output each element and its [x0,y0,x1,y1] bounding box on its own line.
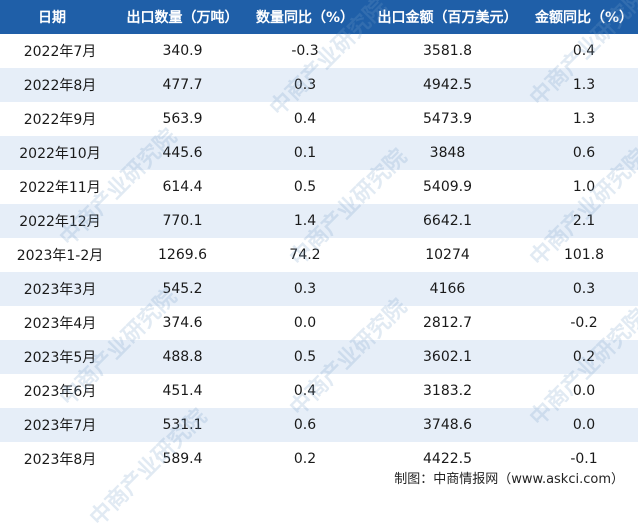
cell-amount-yoy: 0.0 [572,383,596,399]
cell-quantity: 614.4 [162,179,203,195]
cell-quantity: 488.8 [162,349,203,365]
cell-amount: 3183.2 [423,383,472,399]
table-row: 2022年9月 563.9 0.4 5473.9 1.3 [0,102,638,136]
cell-quantity: 477.7 [162,77,203,93]
data-table: 日期 出口数量（万吨） 数量同比（%） 出口金额（百万美元） 金额同比（%） 2… [0,0,638,476]
cell-amount-yoy: 2.1 [572,213,596,229]
table-header: 日期 出口数量（万吨） 数量同比（%） 出口金额（百万美元） 金额同比（%） [0,0,638,34]
cell-amount-yoy: 0.3 [572,281,596,297]
table-row: 2022年8月 477.7 0.3 4942.5 1.3 [0,68,638,102]
cell-quantity-yoy: 0.4 [293,383,317,399]
cell-quantity-yoy: 0.5 [293,179,317,195]
cell-quantity: 1269.6 [158,247,207,263]
cell-amount: 2812.7 [423,315,472,331]
cell-date: 2023年6月 [23,384,97,400]
cell-quantity-yoy: 0.6 [293,417,317,433]
cell-quantity-yoy: 0.3 [293,77,317,93]
cell-quantity: 589.4 [162,451,203,467]
cell-date: 2022年7月 [23,44,97,60]
table-row: 2023年6月 451.4 0.4 3183.2 0.0 [0,374,638,408]
cell-date: 2023年8月 [23,452,97,468]
cell-amount-yoy: 101.8 [563,247,605,263]
cell-date: 2023年5月 [23,350,97,366]
header-amount-yoy: 金额同比（%） [534,10,634,26]
cell-amount-yoy: 0.4 [572,43,596,59]
cell-quantity: 445.6 [162,145,203,161]
cell-date: 2023年7月 [23,418,97,434]
cell-date: 2022年12月 [19,214,101,230]
cell-amount: 4166 [429,281,466,297]
cell-amount: 3602.1 [423,349,472,365]
header-date: 日期 [38,10,66,26]
cell-quantity-yoy: 0.1 [293,145,317,161]
cell-date: 2022年9月 [23,112,97,128]
cell-quantity: 545.2 [162,281,203,297]
table-row: 2023年5月 488.8 0.5 3602.1 0.2 [0,340,638,374]
table-row: 2022年7月 340.9 -0.3 3581.8 0.4 [0,34,638,68]
cell-amount-yoy: 0.6 [572,145,596,161]
table-row: 2023年8月 589.4 0.2 4422.5 -0.1 [0,442,638,476]
cell-date: 2022年8月 [23,78,97,94]
cell-amount-yoy: 1.3 [572,77,596,93]
table-row: 2023年7月 531.1 0.6 3748.6 0.0 [0,408,638,442]
header-quantity-yoy: 数量同比（%） [255,10,355,26]
cell-amount: 3748.6 [423,417,472,433]
cell-amount-yoy: -0.2 [570,315,598,331]
cell-amount-yoy: 1.0 [572,179,596,195]
header-export-amount: 出口金额（百万美元） [377,10,518,26]
cell-quantity-yoy: 0.3 [293,281,317,297]
cell-quantity: 770.1 [162,213,203,229]
cell-quantity-yoy: 1.4 [293,213,317,229]
cell-amount-yoy: -0.1 [570,451,598,467]
cell-quantity-yoy: -0.3 [291,43,319,59]
cell-date: 2023年4月 [23,316,97,332]
table-row: 2023年3月 545.2 0.3 4166 0.3 [0,272,638,306]
cell-quantity-yoy: 0.2 [293,451,317,467]
cell-quantity: 531.1 [162,417,203,433]
cell-date: 2023年1-2月 [16,248,104,264]
cell-quantity: 374.6 [162,315,203,331]
cell-amount-yoy: 0.0 [572,417,596,433]
cell-amount: 3848 [429,145,466,161]
cell-quantity-yoy: 74.2 [289,247,321,263]
cell-amount: 5473.9 [423,111,472,127]
cell-amount: 4942.5 [423,77,472,93]
cell-quantity: 340.9 [162,43,203,59]
cell-date: 2022年11月 [19,180,101,196]
table-row: 2023年1-2月 1269.6 74.2 10274 101.8 [0,238,638,272]
table-row: 2022年10月 445.6 0.1 3848 0.6 [0,136,638,170]
cell-quantity: 563.9 [162,111,203,127]
table-row: 2022年12月 770.1 1.4 6642.1 2.1 [0,204,638,238]
cell-date: 2022年10月 [19,146,101,162]
table-row: 2022年11月 614.4 0.5 5409.9 1.0 [0,170,638,204]
table-row: 2023年4月 374.6 0.0 2812.7 -0.2 [0,306,638,340]
cell-amount-yoy: 1.3 [572,111,596,127]
footer-credit: 制图：中商情报网（www.askci.com） [394,472,624,487]
cell-date: 2023年3月 [23,282,97,298]
header-export-quantity: 出口数量（万吨） [126,10,239,26]
cell-amount: 3581.8 [423,43,472,59]
cell-quantity-yoy: 0.0 [293,315,317,331]
cell-amount: 5409.9 [423,179,472,195]
cell-amount: 10274 [425,247,470,263]
cell-quantity-yoy: 0.5 [293,349,317,365]
cell-amount-yoy: 0.2 [572,349,596,365]
cell-quantity: 451.4 [162,383,203,399]
cell-amount: 6642.1 [423,213,472,229]
cell-quantity-yoy: 0.4 [293,111,317,127]
cell-amount: 4422.5 [423,451,472,467]
